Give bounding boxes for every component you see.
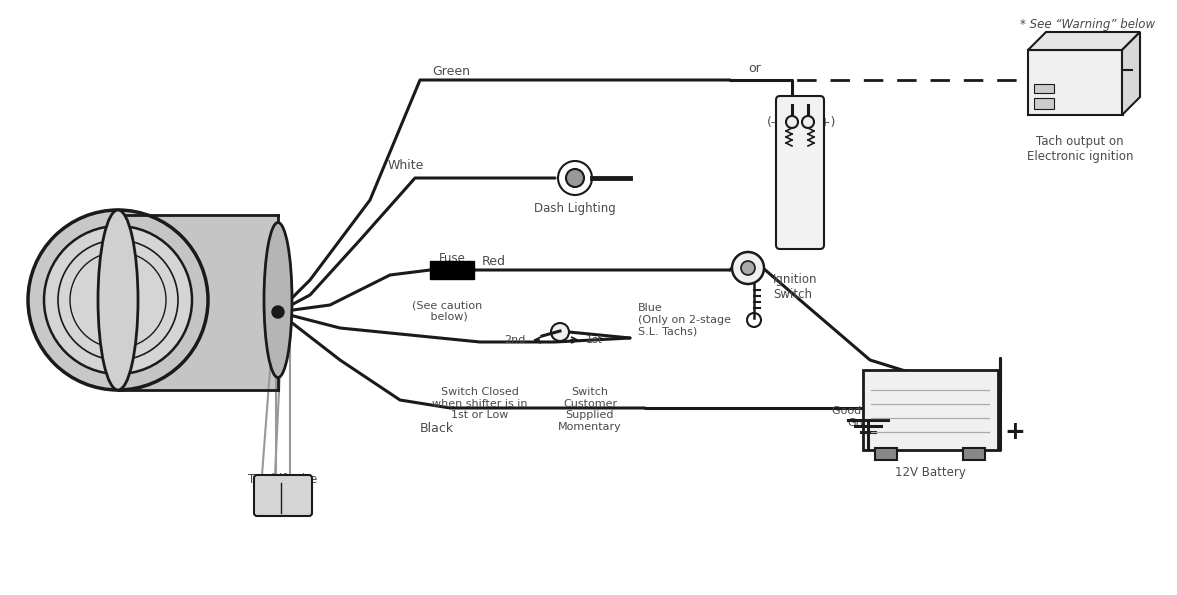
Bar: [875, 448, 897, 460]
Bar: [863, 370, 998, 450]
Circle shape: [28, 210, 208, 390]
Circle shape: [566, 169, 584, 187]
Bar: [430, 261, 474, 279]
Text: (-): (-): [767, 115, 782, 129]
Ellipse shape: [264, 223, 292, 377]
Text: Green: Green: [432, 65, 470, 78]
Text: Tach output on
Electronic ignition: Tach output on Electronic ignition: [1026, 135, 1133, 163]
Text: 12V Battery: 12V Battery: [895, 466, 965, 479]
Circle shape: [732, 252, 764, 284]
Text: (See caution
 below): (See caution below): [412, 300, 483, 322]
Text: 2nd: 2nd: [505, 335, 526, 345]
Bar: [118, 215, 278, 390]
Text: 12V BATTERY: 12V BATTERY: [880, 412, 979, 424]
Bar: [1028, 50, 1123, 115]
Text: +: +: [1004, 420, 1025, 444]
Circle shape: [44, 226, 192, 374]
Text: Switch Closed
when shifter is in
1st or Low: Switch Closed when shifter is in 1st or …: [432, 387, 527, 420]
Text: Black: Black: [420, 422, 454, 435]
Text: COIL: COIL: [782, 168, 818, 182]
Polygon shape: [1122, 32, 1141, 115]
Text: Red: Red: [483, 255, 506, 268]
Text: Fuse: Fuse: [439, 252, 465, 265]
Bar: [1035, 98, 1053, 109]
Text: 1st: 1st: [586, 335, 603, 345]
Text: or: or: [749, 61, 760, 74]
Ellipse shape: [98, 210, 138, 390]
FancyBboxPatch shape: [254, 475, 312, 516]
Circle shape: [742, 261, 754, 275]
Text: White: White: [388, 159, 425, 172]
Text: (+): (+): [816, 115, 836, 129]
Text: Blue
(Only on 2-stage
S.L. Tachs): Blue (Only on 2-stage S.L. Tachs): [638, 303, 731, 337]
Text: Dash Lighting: Dash Lighting: [534, 202, 616, 215]
Circle shape: [272, 306, 284, 318]
Circle shape: [802, 116, 814, 128]
Polygon shape: [1028, 32, 1141, 50]
Text: Switch
Customer
Supplied
Momentary: Switch Customer Supplied Momentary: [558, 387, 621, 432]
Text: Ignition
Switch: Ignition Switch: [773, 273, 818, 301]
Circle shape: [786, 116, 798, 128]
Text: To Shift-Lite
(Optional): To Shift-Lite (Optional): [248, 473, 318, 501]
Text: Good Engine
Ground: Good Engine Ground: [832, 406, 904, 428]
Circle shape: [551, 323, 568, 341]
FancyBboxPatch shape: [776, 96, 824, 249]
Bar: [963, 448, 985, 460]
Bar: [1035, 84, 1053, 93]
Text: * See “Warning” below: * See “Warning” below: [1020, 18, 1155, 31]
